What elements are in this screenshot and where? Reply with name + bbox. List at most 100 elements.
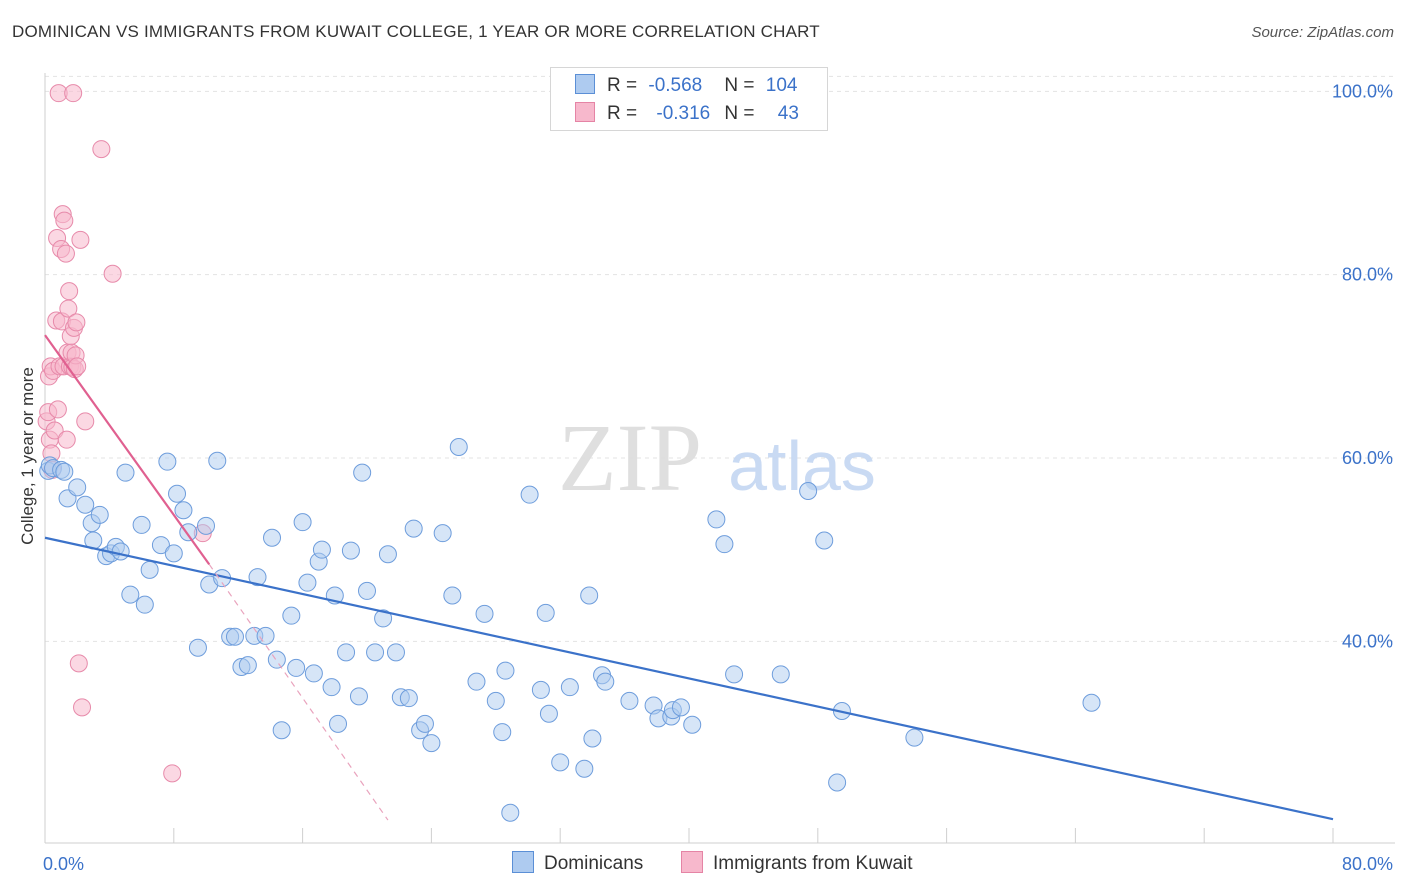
- y-tick-label: 40.0%: [1342, 631, 1393, 651]
- dominicans-point: [151, 536, 170, 555]
- dominicans-trend-line: [44, 536, 1334, 821]
- dominicans-point: [337, 643, 356, 662]
- kuwait-point: [69, 654, 88, 673]
- dominicans-point: [378, 545, 397, 564]
- series-kuwait-points: [37, 84, 212, 783]
- dominicans-point: [560, 678, 579, 697]
- kuwait-point: [92, 140, 111, 159]
- dominicans-point: [520, 485, 539, 504]
- dominicans-point: [501, 803, 520, 822]
- dominicans-point: [771, 665, 790, 684]
- dominicans-point: [493, 723, 512, 742]
- kuwait-point: [73, 698, 92, 717]
- dominicans-point: [341, 541, 360, 560]
- dominicans-point: [443, 586, 462, 605]
- kuwait-point: [103, 264, 122, 283]
- dominicans-point: [111, 542, 130, 561]
- dominicans-point: [366, 643, 385, 662]
- kuwait-point: [45, 421, 64, 440]
- dominicans-point: [55, 462, 74, 481]
- dominicans-point: [415, 714, 434, 733]
- kuwait-point: [68, 357, 87, 376]
- dominicans-point: [121, 585, 140, 604]
- legend-r-label: R =: [607, 103, 643, 124]
- dominicans-point: [238, 656, 257, 675]
- dominicans-point: [208, 451, 227, 470]
- dominicans-point: [282, 606, 301, 625]
- dominicans-point: [1082, 693, 1101, 712]
- dominicans-point: [225, 627, 244, 646]
- legend-swatch-blue: [512, 851, 534, 873]
- dominicans-point: [539, 704, 558, 723]
- legend-n-label: N =: [724, 103, 760, 124]
- dominicans-point: [140, 560, 159, 579]
- x-tick-label-max: 80.0%: [1342, 854, 1393, 874]
- series-legend: Dominicans Immigrants from Kuwait: [0, 851, 1406, 879]
- dominicans-point: [536, 603, 555, 622]
- legend-label-dominicans: Dominicans: [544, 853, 644, 874]
- legend-label-kuwait: Immigrants from Kuwait: [713, 853, 913, 874]
- kuwait-point: [55, 211, 74, 230]
- dominicans-point: [580, 586, 599, 605]
- dominicans-point: [358, 581, 376, 600]
- legend-r-label: R =: [607, 75, 643, 96]
- dominicans-point: [725, 665, 744, 684]
- dominicans-point: [90, 505, 109, 524]
- kuwait-trend-extension: [208, 563, 389, 821]
- trend-lines: [44, 334, 1334, 821]
- dominicans-point: [496, 661, 515, 680]
- dominicans-point: [287, 658, 306, 677]
- dominicans-point: [531, 680, 550, 699]
- dominicans-point: [799, 482, 818, 500]
- grid-lines: [45, 75, 1395, 642]
- dominicans-point: [76, 495, 95, 514]
- kuwait-point: [60, 282, 79, 301]
- dominicans-point: [135, 595, 154, 614]
- dominicans-point: [828, 773, 847, 792]
- correlation-legend: R = -0.568 N = 104 R = -0.316 N = 43: [550, 67, 828, 131]
- kuwait-point: [71, 230, 90, 249]
- watermark-zip: ZIP: [558, 404, 702, 511]
- dominicans-point: [188, 638, 207, 657]
- tick-labels: 40.0% 60.0% 80.0% 100.0% 0.0% 80.0%: [43, 81, 1393, 874]
- y-tick-label: 80.0%: [1342, 265, 1393, 285]
- legend-swatch-blue: [575, 74, 595, 94]
- dominicans-point: [422, 734, 441, 753]
- kuwait-point: [163, 764, 182, 783]
- dominicans-point: [353, 463, 372, 482]
- dominicans-point: [467, 672, 486, 691]
- legend-r-value: -0.316: [656, 103, 711, 124]
- x-tick-label-min: 0.0%: [43, 854, 84, 874]
- dominicans-point: [707, 510, 726, 529]
- kuwait-point: [64, 84, 83, 103]
- dominicans-point: [267, 650, 286, 669]
- legend-row-kuwait: R = -0.316 N = 43: [575, 102, 799, 126]
- dominicans-point: [197, 516, 215, 535]
- dominicans-point: [575, 759, 594, 778]
- dominicans-point: [475, 604, 494, 623]
- dominicans-point: [263, 528, 282, 547]
- kuwait-trend-line: [44, 334, 211, 565]
- dominicans-point: [905, 728, 924, 747]
- legend-swatch-pink: [575, 102, 595, 122]
- kuwait-point: [56, 244, 75, 263]
- series-dominicans-points: [39, 438, 1101, 822]
- dominicans-point: [248, 568, 267, 587]
- legend-item-kuwait[interactable]: Immigrants from Kuwait: [681, 851, 913, 875]
- dominicans-point: [486, 691, 505, 710]
- kuwait-point: [48, 400, 67, 419]
- kuwait-point: [57, 430, 76, 449]
- dominicans-point: [399, 689, 418, 708]
- watermark: ZIP atlas: [558, 404, 876, 511]
- dominicans-point: [349, 687, 368, 706]
- dominicans-point: [683, 715, 702, 734]
- dominicans-point: [304, 664, 323, 683]
- y-axis-label: College, 1 year or more: [18, 367, 37, 545]
- legend-row-dominicans: R = -0.568 N = 104: [575, 74, 797, 98]
- source-label: Source: ZipAtlas.com: [1251, 24, 1394, 41]
- dominicans-point: [174, 501, 193, 520]
- legend-n-label: N =: [724, 75, 760, 96]
- dominicans-point: [620, 691, 639, 710]
- legend-item-dominicans[interactable]: Dominicans: [512, 851, 643, 875]
